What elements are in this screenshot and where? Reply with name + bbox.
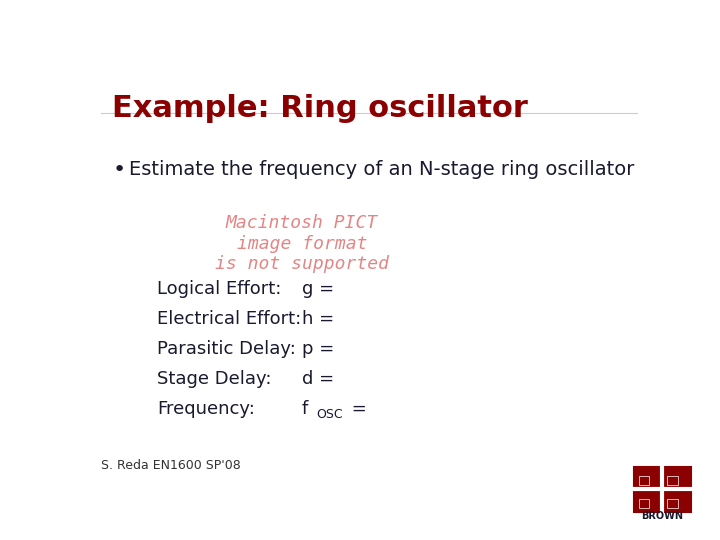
Text: Estimate the frequency of an N-stage ring oscillator: Estimate the frequency of an N-stage rin… <box>129 160 634 179</box>
Text: •: • <box>112 160 125 180</box>
Text: Macintosh PICT
image format
is not supported: Macintosh PICT image format is not suppo… <box>215 214 389 273</box>
Text: g =: g = <box>302 280 334 298</box>
Text: Electrical Effort:: Electrical Effort: <box>157 310 301 328</box>
Text: Frequency:: Frequency: <box>157 400 255 418</box>
Text: =: = <box>346 400 366 418</box>
FancyBboxPatch shape <box>667 498 678 508</box>
Text: f: f <box>302 400 308 418</box>
Text: Example: Ring oscillator: Example: Ring oscillator <box>112 94 528 123</box>
Text: d =: d = <box>302 370 334 388</box>
Text: S. Reda EN1600 SP'08: S. Reda EN1600 SP'08 <box>101 460 241 472</box>
Text: Parasitic Delay:: Parasitic Delay: <box>157 340 296 358</box>
Text: h =: h = <box>302 310 334 328</box>
Text: p =: p = <box>302 340 334 358</box>
Text: BROWN: BROWN <box>642 510 683 521</box>
FancyBboxPatch shape <box>634 467 691 512</box>
Text: Logical Effort:: Logical Effort: <box>157 280 282 298</box>
FancyBboxPatch shape <box>667 476 678 485</box>
Text: Stage Delay:: Stage Delay: <box>157 370 271 388</box>
Text: OSC: OSC <box>317 408 343 421</box>
FancyBboxPatch shape <box>639 498 649 508</box>
FancyBboxPatch shape <box>639 476 649 485</box>
